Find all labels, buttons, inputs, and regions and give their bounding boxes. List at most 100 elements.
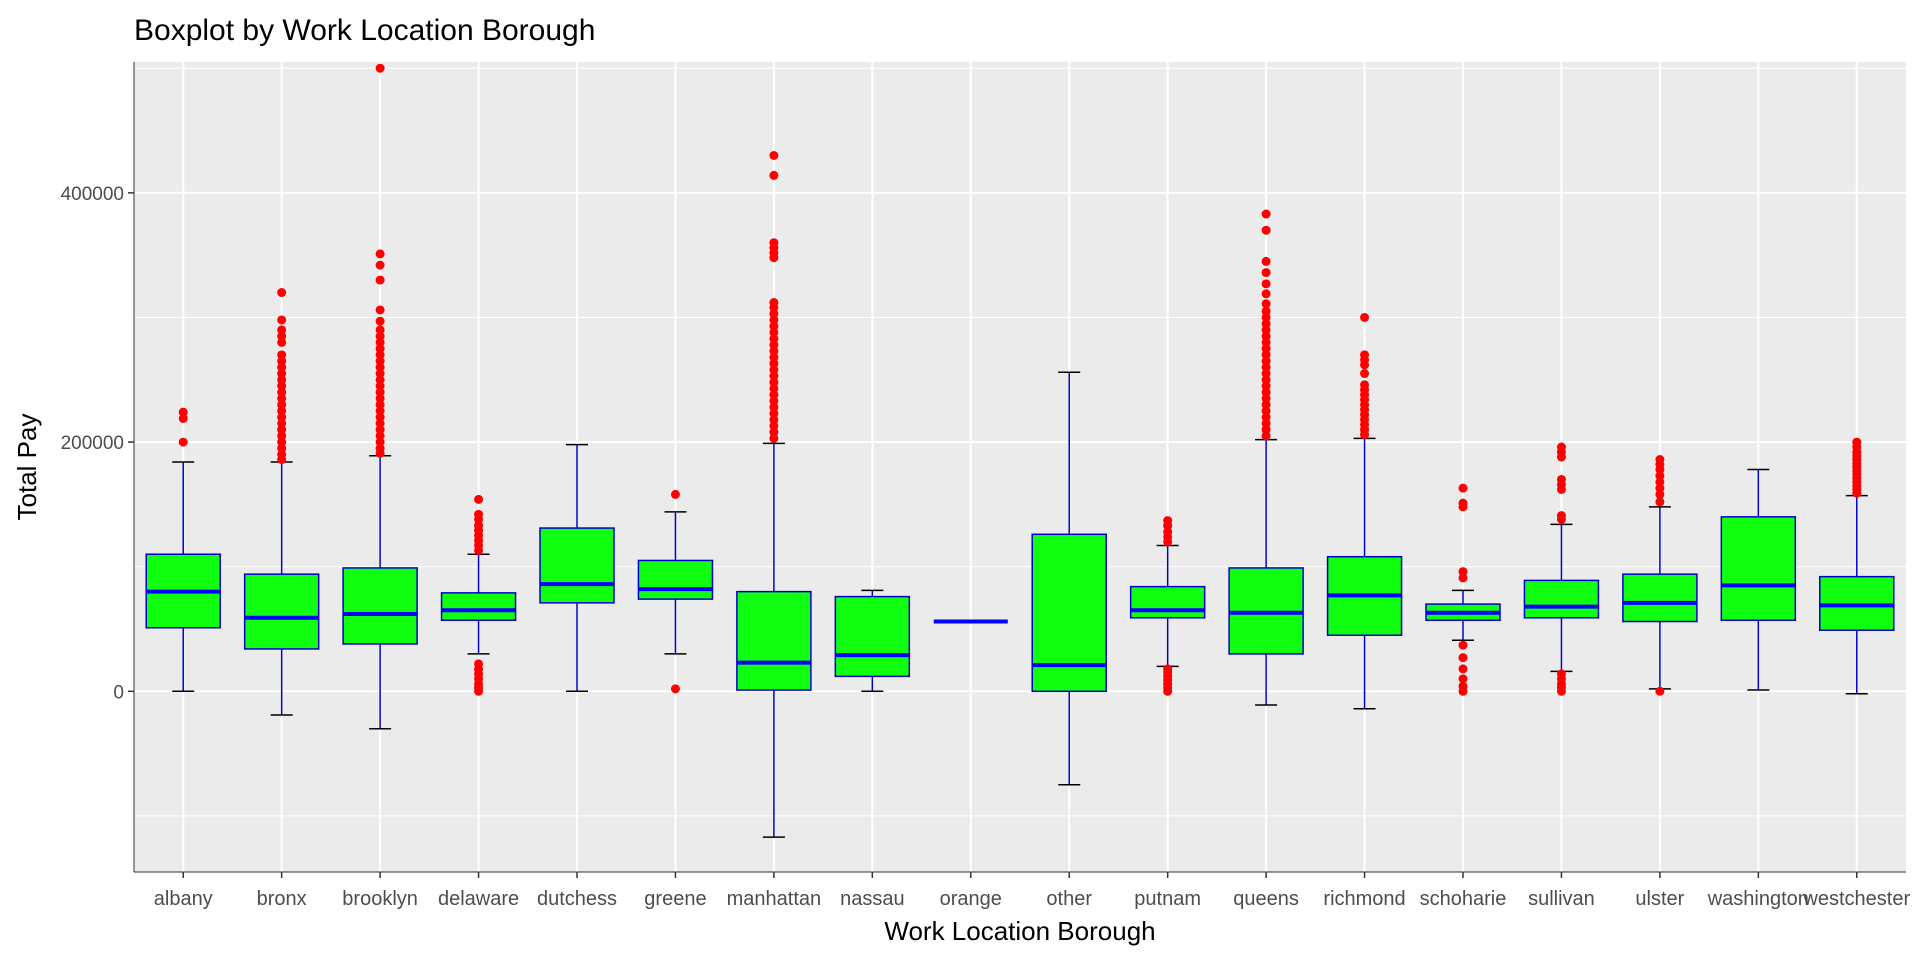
outlier-point (1261, 400, 1271, 410)
x-tick-label: westchester (1802, 888, 1910, 910)
outlier-point (1261, 306, 1271, 316)
outlier-point (1261, 319, 1271, 329)
x-tick-label: greene (644, 888, 706, 910)
outlier-point (769, 377, 779, 387)
outlier-point (1655, 483, 1665, 493)
outlier-point (1655, 489, 1665, 499)
outlier-point (769, 383, 779, 393)
boxes-layer (145, 63, 1895, 838)
box-westchester (1819, 437, 1895, 695)
outlier-point (1261, 412, 1271, 422)
box-brooklyn (342, 63, 418, 730)
outlier-point (1261, 325, 1271, 335)
outlier-point (375, 337, 385, 347)
outlier-point (1261, 344, 1271, 354)
box-manhattan (736, 150, 812, 838)
box-richmond (1326, 312, 1403, 710)
box-washington (1720, 468, 1797, 691)
outlier-point (769, 150, 779, 160)
outlier-point (277, 406, 287, 416)
outlier-point (277, 443, 287, 453)
outlier-point (769, 427, 779, 437)
box-ulster (1622, 455, 1698, 696)
outlier-point (277, 288, 287, 298)
outlier-point (769, 359, 779, 369)
outlier-point (1261, 381, 1271, 391)
outlier-point (1261, 387, 1271, 397)
outlier-point (178, 437, 188, 447)
outlier-point (277, 393, 287, 403)
outlier-point (1261, 350, 1271, 360)
box-body (1523, 579, 1600, 619)
outlier-point (375, 260, 385, 270)
outlier-point (1261, 369, 1271, 379)
outlier-point (1163, 527, 1173, 537)
box-body (1031, 533, 1107, 693)
x-tick-label: other (1046, 888, 1092, 910)
outlier-point (1458, 674, 1468, 684)
outlier-point (277, 375, 287, 385)
outlier-point (277, 425, 287, 435)
x-tick-label: brooklyn (342, 888, 418, 910)
outlier-point (670, 684, 680, 694)
outlier-point (1261, 431, 1271, 441)
outlier-point (1261, 312, 1271, 322)
box-nassau (834, 589, 911, 693)
x-tick-label: nassau (840, 888, 905, 910)
box-dutchess (539, 443, 615, 693)
box-other (1031, 371, 1107, 786)
outlier-point (1261, 393, 1271, 403)
outlier-point (1458, 483, 1468, 493)
outlier-point (375, 400, 385, 410)
y-tick-label: 400000 (61, 184, 124, 205)
outlier-point (769, 170, 779, 180)
outlier-point (769, 298, 779, 308)
outlier-point (277, 412, 287, 422)
box-body (1720, 516, 1797, 622)
outlier-point (277, 369, 287, 379)
outlier-point (1261, 225, 1271, 235)
outlier-point (1261, 331, 1271, 341)
x-tick-label: albany (154, 888, 213, 910)
outlier-point (769, 346, 779, 356)
outlier-point (1261, 256, 1271, 266)
outlier-point (178, 413, 188, 423)
outlier-point (1261, 299, 1271, 309)
axes-layer: 0 200000 400000 albany bronx brooklyn delaware… (61, 62, 1910, 910)
y-axis-title: Total Pay (12, 414, 42, 521)
outlier-point (375, 325, 385, 335)
box-body (834, 595, 911, 678)
outlier-point (375, 350, 385, 360)
outlier-point (1163, 516, 1173, 526)
outlier-point (375, 431, 385, 441)
outlier-point (769, 340, 779, 350)
outlier-point (375, 437, 385, 447)
x-tick-label: delaware (438, 888, 519, 910)
outlier-point (1261, 209, 1271, 219)
outlier-point (769, 352, 779, 362)
outlier-point (375, 275, 385, 285)
outlier-point (1261, 425, 1271, 435)
box-queens (1228, 209, 1304, 706)
y-tick-label: 200000 (61, 433, 124, 454)
outlier-point (1261, 356, 1271, 366)
outlier-point (375, 369, 385, 379)
outlier-point (277, 325, 287, 335)
outlier-point (375, 412, 385, 422)
chart-title: Boxplot by Work Location Borough (134, 14, 595, 47)
outlier-point (1458, 640, 1468, 650)
outlier-point (1261, 362, 1271, 372)
outlier-point (769, 390, 779, 400)
outlier-point (277, 418, 287, 428)
outlier-point (1458, 573, 1468, 583)
box-bronx (243, 288, 320, 716)
outlier-point (769, 402, 779, 412)
x-axis-title: Work Location Borough (884, 916, 1155, 946)
outlier-point (769, 408, 779, 418)
x-tick-label: orange (940, 888, 1002, 910)
box-greene (637, 489, 714, 694)
outlier-point (277, 431, 287, 441)
outlier-point (1458, 567, 1468, 577)
outlier-point (277, 350, 287, 360)
outlier-point (375, 249, 385, 259)
